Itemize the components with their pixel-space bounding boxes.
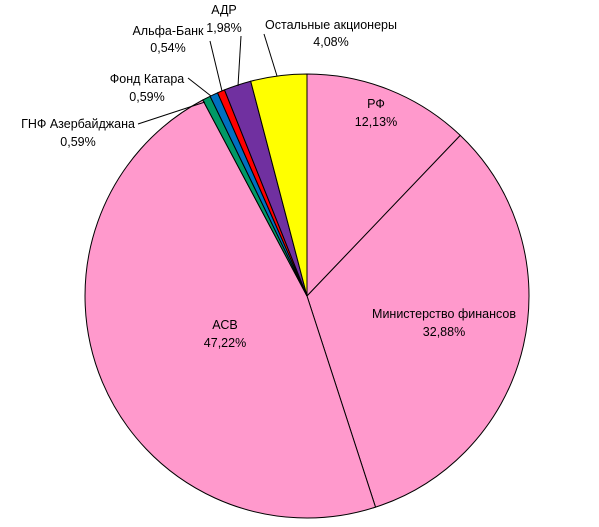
slice-value-label: 47,22% <box>204 336 246 350</box>
slice-name-label: РФ <box>367 97 385 111</box>
slice-value-label: 0,59% <box>60 135 95 149</box>
pie-slice-3 <box>84 99 377 519</box>
pie-slice-1 <box>306 73 461 298</box>
slice-value-label: 0,54% <box>150 41 185 55</box>
slice-name-label: Министерство финансов <box>372 307 516 321</box>
slice-value-label: 1,98% <box>206 21 241 35</box>
slice-name-label: Остальные акционеры <box>265 18 397 32</box>
leader-line-4 <box>137 101 206 125</box>
slice-value-label: 12,13% <box>355 115 397 129</box>
slice-name-label: АДР <box>211 3 237 17</box>
pie-slice-8 <box>250 73 308 297</box>
pie-slices <box>84 73 530 519</box>
slice-name-label: Фонд Катара <box>110 72 185 86</box>
slice-value-label: 32,88% <box>423 325 465 339</box>
slice-name-label: Альфа-Банк <box>132 24 204 38</box>
leader-line-5 <box>187 77 212 97</box>
leader-line-7 <box>237 35 242 87</box>
slice-name-label: АСВ <box>212 318 237 332</box>
slice-value-label: 0,59% <box>129 90 164 104</box>
slice-name-label: ГНФ Азербайджана <box>21 117 135 131</box>
leader-line-8 <box>263 33 278 77</box>
slice-labels: РФ 12,13% Министерство финансов 32,88% АСВ 47… <box>21 3 516 350</box>
pie-slice-2 <box>306 134 530 508</box>
leader-lines <box>137 33 278 125</box>
leader-line-6 <box>209 40 223 92</box>
slice-value-label: 4,08% <box>313 35 348 49</box>
